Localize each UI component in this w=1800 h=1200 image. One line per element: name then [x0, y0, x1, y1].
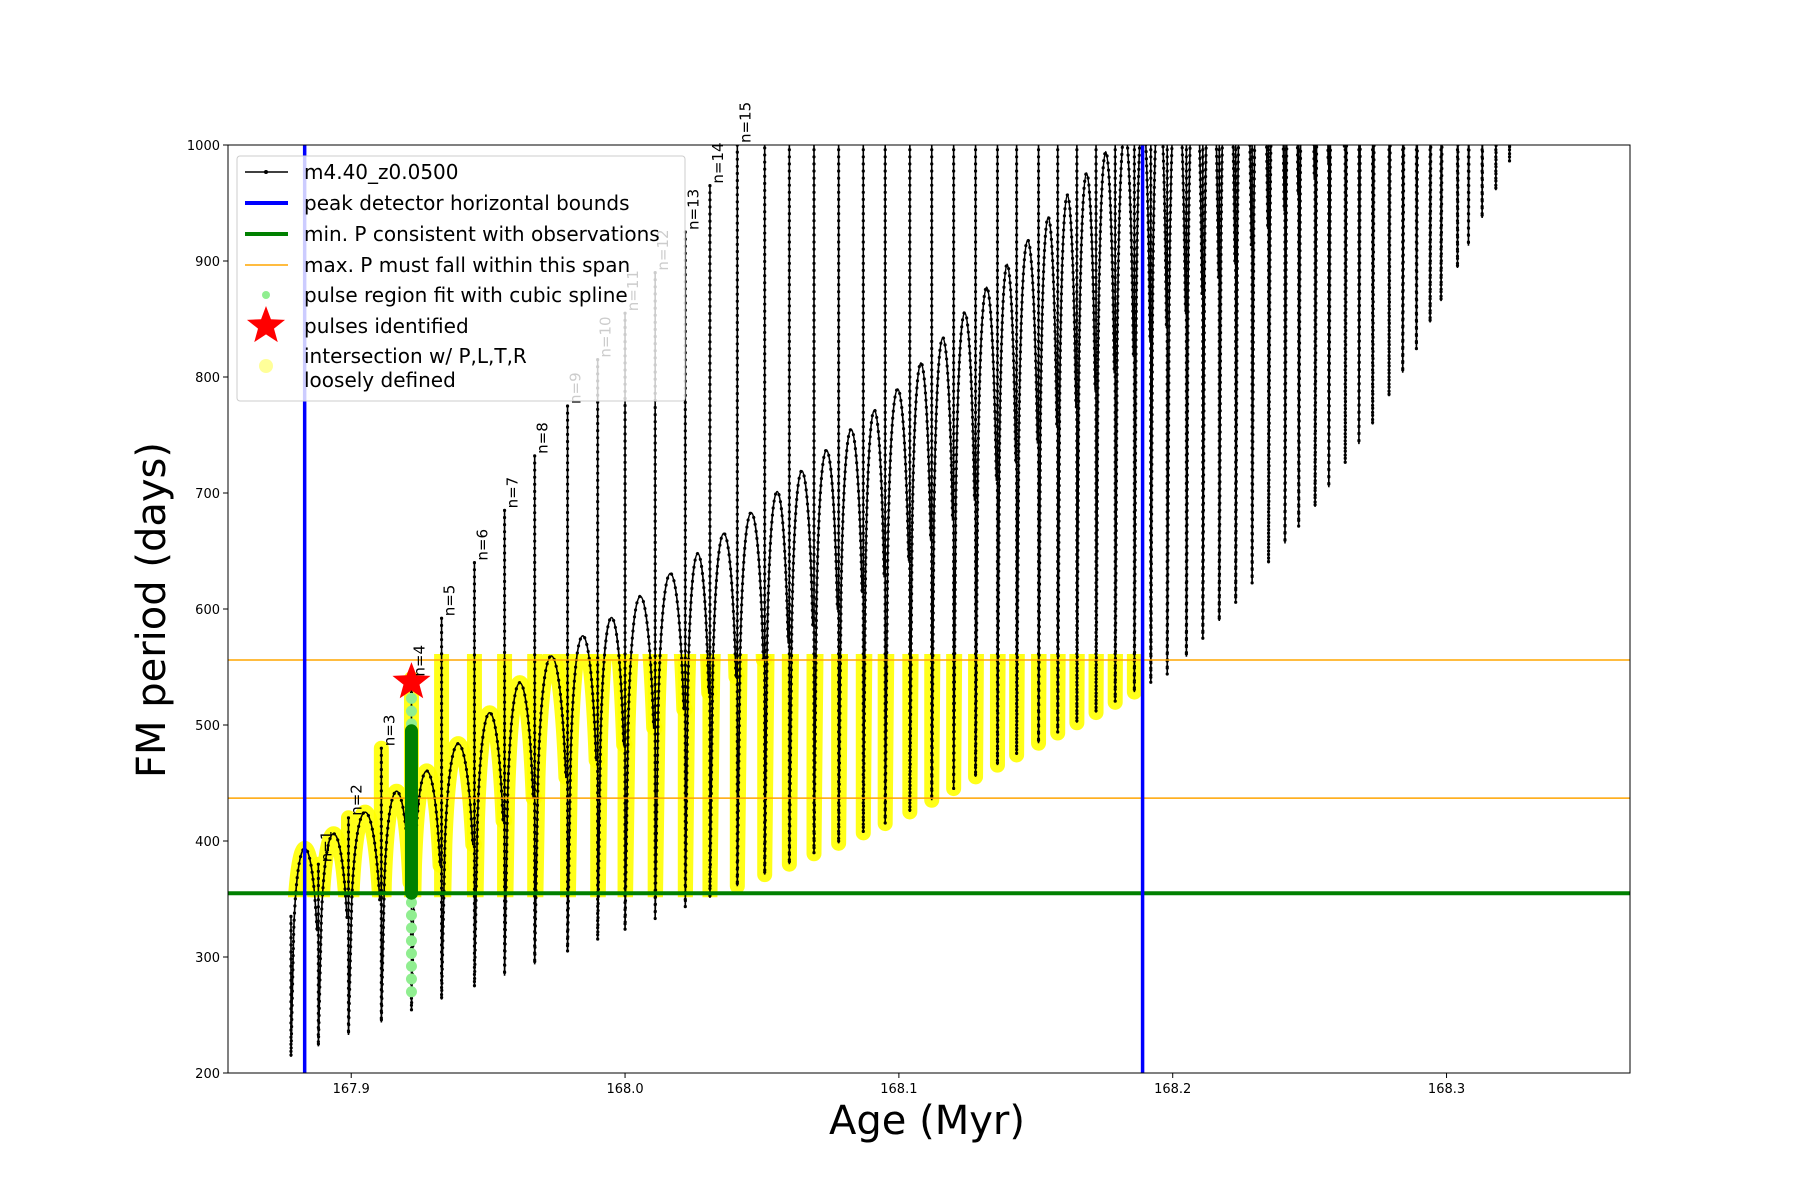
- pulse-label: n=7: [504, 477, 522, 509]
- pulse-cycle-markers: [565, 404, 600, 952]
- pulse-cycle-markers: [653, 271, 687, 919]
- pulse-cycle-markers: [1149, 145, 1169, 684]
- pulse-label: n=14: [709, 142, 727, 183]
- pulse-cycle-markers: [316, 832, 351, 1047]
- pulse-cycle-markers: [409, 677, 444, 1012]
- axis-ticks: 167.9 168.0 168.1 168.2 168.3 200 300 400 500 600…: [187, 139, 1465, 1097]
- legend-handle-intersection: [259, 359, 273, 373]
- legend-label-intersection-line2: loosely defined: [304, 368, 456, 392]
- x-tick-label: 168.3: [1428, 1082, 1465, 1097]
- pulse-label: n=4: [410, 645, 428, 677]
- pulse-label: n=8: [534, 422, 552, 454]
- pulse-cycle-markers: [861, 145, 887, 833]
- x-tick-label: 168.2: [1154, 1082, 1191, 1097]
- pulse-cycle-markers: [596, 358, 627, 941]
- legend-handle-spline-fit: [262, 291, 270, 299]
- legend-handle-star: [246, 306, 286, 343]
- pulse-cycle-markers: [533, 454, 570, 965]
- legend-label-series: m4.40_z0.0500: [304, 160, 459, 184]
- pulse-cycle-line: [974, 145, 998, 777]
- spline-region-point: [405, 922, 417, 934]
- x-tick-label: 168.0: [606, 1082, 643, 1097]
- spline-region-point: [405, 986, 417, 998]
- spline-region-point: [405, 909, 417, 921]
- spline-fit-pulse: [392, 662, 431, 998]
- pulse-cycle-markers: [930, 145, 956, 801]
- pulse-cycle-markers: [1015, 145, 1041, 755]
- pulse-cycle-markers: [1075, 145, 1098, 723]
- pulse-cycle-markers: [1132, 145, 1153, 693]
- legend-label-max-period-span: max. P must fall within this span: [304, 253, 630, 277]
- legend-handle-series-marker: [264, 170, 268, 174]
- pulse-cycle-markers: [502, 508, 537, 976]
- x-tick-label: 168.1: [880, 1082, 917, 1097]
- pulse-cycle-markers: [623, 311, 657, 931]
- pulse-cycle-line: [1166, 145, 1187, 675]
- pulse-cycle-markers: [1036, 145, 1060, 744]
- legend-box: [236, 155, 686, 402]
- identified-pulse-star: [392, 662, 431, 699]
- spline-region-point: [405, 705, 417, 717]
- reference-lines: [228, 145, 1630, 1073]
- legend: m4.40_z0.0500 peak detector horizontal b…: [236, 155, 686, 402]
- pulse-cycle-markers: [346, 810, 383, 1035]
- x-axis-label: Age (Myr): [829, 1098, 1025, 1144]
- pulse-cycle-markers: [472, 561, 507, 988]
- pulse-label: n=3: [380, 715, 398, 747]
- legend-label-pulses-identified: pulses identified: [304, 314, 469, 338]
- pulse-cycle-markers: [812, 145, 841, 854]
- y-tick-label: 300: [195, 951, 220, 966]
- y-tick-label: 500: [195, 719, 220, 734]
- y-tick-label: 400: [195, 835, 220, 850]
- pulse-cycle-markers: [683, 230, 712, 908]
- legend-label-intersection: intersection w/ P,L,T,R: [304, 344, 527, 368]
- pulse-label: n=1: [317, 831, 335, 863]
- pulse-cycle-markers: [883, 145, 912, 824]
- spline-region-point: [405, 960, 417, 972]
- pulse-cycle-markers: [1113, 145, 1136, 703]
- y-tick-label: 900: [195, 255, 220, 270]
- y-tick-label: 200: [195, 1067, 220, 1082]
- pulse-cycle-markers: [763, 145, 791, 875]
- y-tick-label: 1000: [187, 139, 220, 154]
- pulse-cycle-markers: [837, 145, 865, 844]
- pulse-label: n=2: [347, 784, 365, 816]
- y-tick-label: 800: [195, 371, 220, 386]
- pulse-label: n=15: [736, 102, 754, 143]
- pulse-cycle-markers: [1056, 145, 1079, 734]
- pulse-cycle-line: [1251, 145, 1269, 584]
- pulse-cycle-markers: [1184, 145, 1205, 657]
- pulse-cycle-markers: [995, 145, 1019, 766]
- y-tick-label: 700: [195, 487, 220, 502]
- pulse-label: n=13: [684, 189, 702, 230]
- legend-label-peak-bounds: peak detector horizontal bounds: [304, 191, 630, 215]
- spline-region-point: [405, 948, 417, 960]
- pulse-cycle-markers: [1217, 145, 1238, 622]
- x-tick-label: 167.9: [333, 1082, 370, 1097]
- pulse-cycle-markers: [735, 145, 767, 887]
- pulse-label: n=6: [473, 529, 491, 561]
- y-axis-label: FM period (days): [129, 442, 175, 778]
- legend-label-spline-fit: pulse region fit with cubic spline: [304, 283, 628, 307]
- pulse-label: n=5: [441, 585, 459, 617]
- pulse-cycle-markers: [787, 145, 816, 865]
- pulse-cycle-markers: [439, 616, 477, 1000]
- spline-region-point: [405, 896, 417, 908]
- pulse-cycle-line: [1095, 145, 1116, 713]
- pulse-cycle-markers: [908, 145, 934, 812]
- spline-region-point: [405, 973, 417, 985]
- spline-region-point: [405, 935, 417, 947]
- spline-region-point: [405, 692, 417, 704]
- pulse-cycle-markers: [1201, 145, 1221, 639]
- series-m4.40-z0.0500: [289, 145, 1512, 1057]
- pulse-cycle-markers: [952, 145, 978, 789]
- y-tick-label: 600: [195, 603, 220, 618]
- legend-label-min-period: min. P consistent with observations: [304, 222, 660, 246]
- pulse-cycle-markers: [708, 184, 739, 898]
